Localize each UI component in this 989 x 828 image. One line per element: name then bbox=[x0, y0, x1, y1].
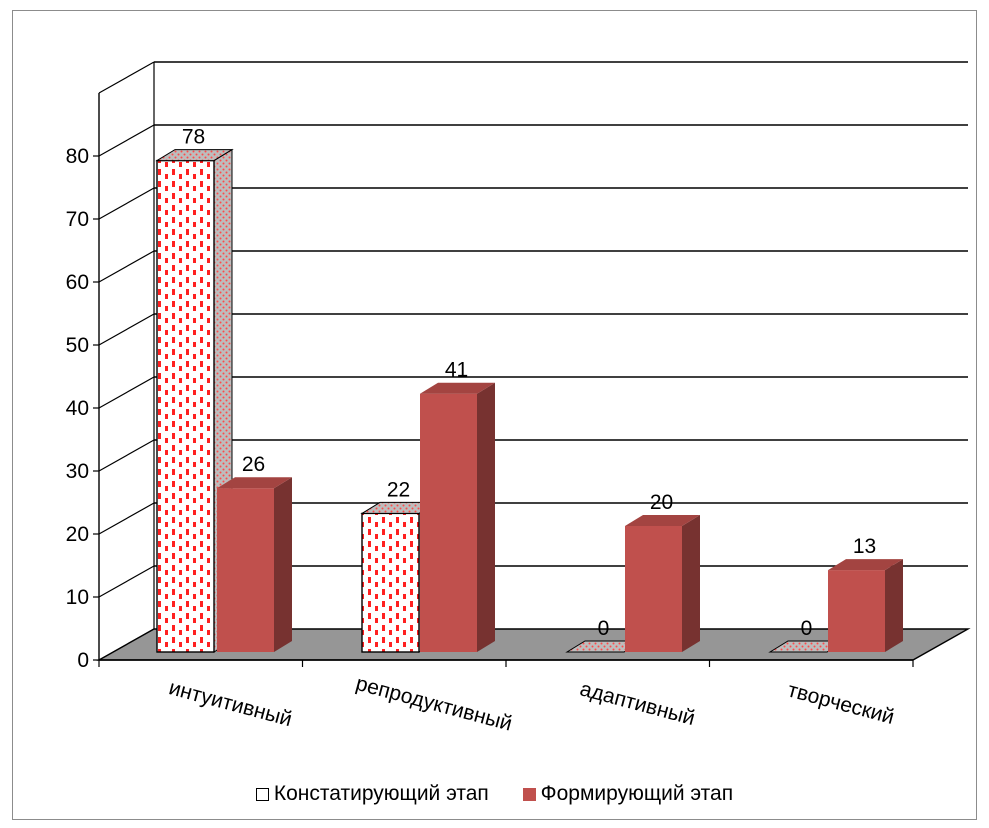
bar-side bbox=[682, 515, 700, 652]
y-tick-label: 80 bbox=[66, 145, 89, 168]
side-gridline bbox=[98, 61, 155, 94]
side-gridline bbox=[98, 187, 155, 220]
legend-label-series-2: Формирующий этап bbox=[540, 782, 734, 806]
legend-item-series-1: Констатирующий этап bbox=[255, 782, 489, 806]
bar-value-label: 13 bbox=[853, 535, 876, 558]
category-label: творческий bbox=[785, 678, 896, 728]
side-gridline bbox=[98, 124, 155, 157]
bar-value-label: 22 bbox=[387, 478, 410, 501]
bar-value-label: 26 bbox=[242, 453, 265, 476]
bar-top bbox=[217, 477, 292, 489]
side-gridline bbox=[98, 565, 155, 598]
bar-formiruyushchiy bbox=[217, 477, 292, 652]
y-tick-label: 50 bbox=[66, 334, 89, 357]
bar-value-label: 41 bbox=[445, 359, 468, 382]
bar-front bbox=[420, 393, 477, 652]
side-gridline bbox=[98, 313, 155, 346]
side-gridline bbox=[98, 376, 155, 409]
bar-side bbox=[885, 559, 903, 652]
bar-konstatiruyushchiy bbox=[155, 148, 234, 653]
side-gridline bbox=[98, 502, 155, 535]
bar-side bbox=[477, 382, 495, 652]
legend: Констатирующий этап Формирующий этап bbox=[0, 782, 989, 806]
legend-swatch-series-2 bbox=[522, 788, 536, 802]
category-label: адаптивный bbox=[578, 677, 698, 730]
y-tick-label: 20 bbox=[66, 523, 89, 546]
y-tick-label: 40 bbox=[66, 397, 89, 420]
y-tick-label: 70 bbox=[66, 208, 89, 231]
y-tick-label: 0 bbox=[77, 649, 89, 672]
side-gridline bbox=[98, 439, 155, 472]
bar-front bbox=[625, 526, 682, 652]
bar-side bbox=[274, 477, 292, 652]
side-gridline bbox=[98, 250, 155, 283]
y-tick-label: 30 bbox=[66, 460, 89, 483]
bar-value-label: 20 bbox=[650, 491, 673, 514]
y-tick-label: 60 bbox=[66, 271, 89, 294]
bar-formiruyushchiy bbox=[420, 382, 495, 652]
bar-top bbox=[420, 382, 495, 394]
bar-front bbox=[217, 488, 274, 652]
bar-front bbox=[156, 159, 215, 653]
bar-value-label: 0 bbox=[801, 617, 813, 640]
y-tick-label: 10 bbox=[66, 586, 89, 609]
legend-swatch-series-1 bbox=[255, 788, 269, 802]
bar-value-label: 78 bbox=[182, 126, 205, 149]
category-label: репродуктивный bbox=[353, 672, 514, 736]
bar-front bbox=[361, 512, 420, 653]
bar-formiruyushchiy bbox=[625, 515, 700, 652]
bar-top bbox=[155, 149, 234, 162]
bar-formiruyushchiy bbox=[828, 559, 903, 652]
bar-value-label: 0 bbox=[598, 617, 610, 640]
bar-front bbox=[828, 570, 885, 652]
category-label: интуитивный bbox=[166, 676, 294, 731]
legend-item-series-2: Формирующий этап bbox=[522, 782, 734, 806]
bar-top bbox=[625, 515, 700, 526]
bar-top bbox=[828, 559, 903, 571]
legend-label-series-1: Констатирующий этап bbox=[273, 782, 489, 806]
